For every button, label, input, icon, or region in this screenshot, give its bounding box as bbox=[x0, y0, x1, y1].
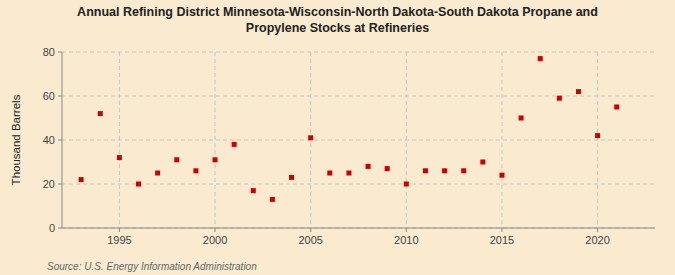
y-tick bbox=[58, 184, 62, 185]
x-axis-line bbox=[62, 228, 655, 229]
point bbox=[576, 89, 581, 94]
x-tick bbox=[501, 228, 502, 232]
point bbox=[232, 142, 237, 147]
x-tick-label: 2015 bbox=[490, 234, 514, 246]
x-tick bbox=[406, 228, 407, 232]
point bbox=[461, 168, 466, 173]
point bbox=[366, 164, 371, 169]
grid-line-x bbox=[215, 52, 216, 228]
grid-line-y bbox=[62, 184, 655, 185]
x-tick bbox=[119, 228, 120, 232]
y-tick-label: 60 bbox=[43, 90, 55, 102]
source: Source: U.S. Energy Information Administ… bbox=[47, 261, 257, 272]
y-tick-label: 20 bbox=[43, 178, 55, 190]
point bbox=[595, 133, 600, 138]
point bbox=[346, 171, 351, 176]
grid-line-y bbox=[62, 52, 655, 53]
y-tick bbox=[58, 96, 62, 97]
point bbox=[442, 168, 447, 173]
point bbox=[385, 166, 390, 171]
y-tick-label: 80 bbox=[43, 46, 55, 58]
x-tick-label: 2020 bbox=[585, 234, 609, 246]
point bbox=[614, 105, 619, 110]
grid-line-x bbox=[406, 52, 407, 228]
point bbox=[289, 175, 294, 180]
y-tick bbox=[58, 228, 62, 229]
point bbox=[193, 168, 198, 173]
x-tick-label: 2000 bbox=[203, 234, 227, 246]
point bbox=[308, 135, 313, 140]
point bbox=[423, 168, 428, 173]
point bbox=[117, 155, 122, 160]
background bbox=[0, 0, 675, 275]
point bbox=[251, 188, 256, 193]
grid-line-y bbox=[62, 96, 655, 97]
point bbox=[213, 157, 218, 162]
x-tick-label: 1995 bbox=[107, 234, 131, 246]
point bbox=[557, 96, 562, 101]
grid-line-x bbox=[501, 52, 502, 228]
y-tick bbox=[58, 52, 62, 53]
x-tick bbox=[215, 228, 216, 232]
point bbox=[404, 182, 409, 187]
grid bbox=[62, 52, 655, 228]
point bbox=[480, 160, 485, 165]
x-tick bbox=[310, 228, 311, 232]
y-tick-label: 40 bbox=[43, 134, 55, 146]
y-tick-label: 0 bbox=[49, 222, 55, 234]
x-tick-label: 2010 bbox=[394, 234, 418, 246]
point bbox=[79, 177, 84, 182]
grid-line-y bbox=[62, 228, 655, 229]
point bbox=[174, 157, 179, 162]
point bbox=[538, 56, 543, 61]
point bbox=[327, 171, 332, 176]
point bbox=[519, 116, 524, 121]
title-line: Annual Refining District Minnesota-Wisco… bbox=[77, 5, 598, 19]
title-line: Propylene Stocks at Refineries bbox=[246, 21, 429, 35]
grid-line-x bbox=[119, 52, 120, 228]
point bbox=[270, 197, 275, 202]
x-tick-label: 2005 bbox=[298, 234, 322, 246]
x-tick bbox=[597, 228, 598, 232]
title: Annual Refining District Minnesota-Wisco… bbox=[77, 5, 598, 35]
chart: Annual Refining District Minnesota-Wisco… bbox=[0, 0, 675, 275]
grid-line-x bbox=[597, 52, 598, 228]
points bbox=[79, 56, 620, 202]
y-tick bbox=[58, 140, 62, 141]
point bbox=[155, 171, 160, 176]
point bbox=[499, 173, 504, 178]
grid-line-y bbox=[62, 140, 655, 141]
point bbox=[136, 182, 141, 187]
y-axis-label: Thousand Barrels bbox=[10, 94, 22, 185]
point bbox=[98, 111, 103, 116]
